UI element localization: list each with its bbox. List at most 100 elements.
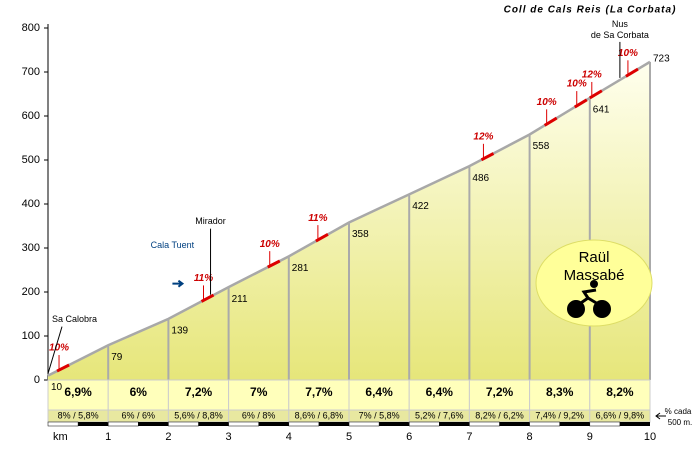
axis-segment [228, 421, 259, 427]
x-tick-label: 7 [466, 431, 472, 443]
elevation-label: 281 [292, 263, 309, 274]
half-km-gradient: 8,6% / 6,8% [295, 410, 344, 420]
place-label: Mirador [195, 216, 226, 226]
elevation-label: 422 [412, 201, 429, 212]
elevation-label: 723 [653, 54, 670, 65]
steep-label: 10% [260, 239, 280, 250]
place-label: Cala Tuent [151, 240, 195, 250]
y-tick-label: 0 [34, 374, 40, 386]
steep-label: 10% [567, 79, 587, 90]
x-tick-label: 10 [644, 431, 656, 443]
x-tick-label: 3 [226, 431, 232, 443]
steep-label: 12% [473, 131, 493, 142]
note: 500 m. [668, 418, 692, 427]
steep-section [625, 67, 639, 78]
axis-segment [559, 422, 590, 426]
km-gradient: 6,4% [365, 385, 393, 399]
half-km-gradient: 6% / 8% [242, 410, 276, 420]
y-tick-label: 500 [22, 154, 40, 166]
steep-label: 10% [49, 343, 69, 354]
y-tick-label: 800 [22, 22, 40, 34]
x-tick-label: 2 [165, 431, 171, 443]
y-tick-label: 300 [22, 242, 40, 254]
axis-segment [78, 422, 109, 426]
axis-segment [288, 421, 320, 427]
km-gradient: 8,3% [546, 385, 574, 399]
x-tick-label: 1 [105, 431, 111, 443]
axis-segment [138, 422, 169, 426]
km-gradient: 6,4% [426, 385, 454, 399]
axis-segment [168, 421, 199, 427]
half-km-gradient: 7% / 5,8% [359, 410, 400, 420]
steep-label: 12% [582, 70, 602, 81]
steep-section [315, 233, 329, 243]
axis-segment [318, 422, 349, 426]
axis-segment [348, 421, 380, 427]
axis-segment [529, 421, 560, 427]
place-label: Sa Calobra [52, 314, 97, 324]
half-km-gradient: 8,2% / 6,2% [475, 410, 524, 420]
elevation-label: 558 [533, 141, 550, 152]
elevation-label: 358 [352, 229, 369, 240]
y-tick-label: 200 [22, 286, 40, 298]
steep-section [573, 98, 588, 109]
half-km-gradient: 7,4% / 9,2% [535, 410, 584, 420]
steep-section [589, 89, 603, 100]
axis-segment [619, 422, 650, 426]
km-gradient: 7,2% [185, 385, 213, 399]
note-arrow [655, 412, 666, 420]
axis-segment [258, 422, 289, 426]
km-gradient: 6,9% [64, 385, 92, 399]
km-gradient: 7% [250, 385, 268, 399]
axis-segment [198, 422, 229, 426]
axis-segment [408, 421, 440, 427]
half-km-gradient: 5,6% / 8,8% [174, 410, 223, 420]
elevation-label: 10 [51, 382, 63, 393]
x-axis-label: km [53, 431, 68, 443]
x-tick-label: 5 [346, 431, 352, 443]
place-arrow [172, 279, 185, 288]
steep-label: 10% [618, 48, 638, 59]
elevation-area [48, 61, 650, 380]
steep-section [480, 152, 495, 162]
gradient-band [228, 379, 290, 411]
chart-title: Coll de Cals Reis (La Corbata) [504, 5, 677, 16]
steep-section [543, 116, 558, 127]
steep-label: 11% [194, 273, 213, 284]
elevation-label: 139 [171, 325, 188, 336]
half-km-gradient: 6% / 6% [122, 410, 156, 420]
y-tick-label: 400 [22, 198, 40, 210]
axis-segment [47, 421, 79, 427]
gradient-band [589, 379, 651, 411]
cyclist-icon [567, 280, 611, 318]
steep-section [56, 363, 70, 373]
steep-section [267, 259, 281, 269]
elevation-label: 211 [232, 294, 248, 305]
x-tick-label: 6 [406, 431, 412, 443]
gradient-band [468, 379, 531, 411]
place-pointer [47, 326, 63, 374]
axis-segment [439, 422, 470, 426]
steep-label: 10% [537, 97, 557, 108]
y-tick-label: 100 [22, 330, 40, 342]
km-gradient: 7,2% [486, 385, 514, 399]
axis-segment [499, 422, 530, 426]
steep-section [200, 293, 215, 303]
km-gradient: 7,7% [305, 385, 333, 399]
x-tick-label: 4 [286, 431, 292, 443]
place-label: Nus de Sa Corbata [591, 19, 649, 40]
gradient-band [408, 379, 470, 411]
half-km-gradient: 8% / 5,8% [58, 410, 99, 420]
steep-label: 11% [308, 213, 327, 224]
axis-segment [107, 421, 139, 427]
axis-segment [469, 421, 500, 427]
y-tick-label: 700 [22, 66, 40, 78]
elevation-label: 641 [593, 105, 610, 116]
note: % cada [665, 407, 692, 416]
x-tick-label: 8 [527, 431, 533, 443]
y-tick-label: 600 [22, 110, 40, 122]
elevation-label: 486 [472, 173, 489, 184]
elevation-label: 79 [111, 352, 123, 363]
